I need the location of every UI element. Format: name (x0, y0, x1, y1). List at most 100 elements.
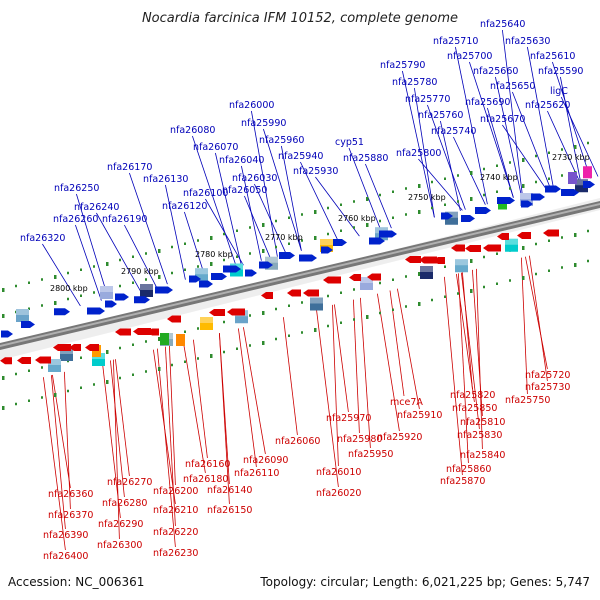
plus-gene-arrow (521, 200, 533, 208)
track-dot (444, 265, 446, 268)
minus-gene-arrow (419, 256, 437, 264)
track-dot (418, 184, 421, 188)
plus-strand-gene-label: nfa25940 (278, 151, 323, 162)
kbp-tick-label: 2780 kbp (195, 250, 233, 259)
track-dot (210, 354, 213, 358)
track-dot (392, 278, 394, 281)
minus-leader-line (169, 345, 176, 486)
plus-leader-line (502, 124, 547, 190)
plus-leader-line (469, 61, 514, 198)
plus-leader-line (254, 183, 287, 255)
plus-strand-gene-label: nfa26250 (54, 183, 99, 194)
minus-leader-line (444, 276, 463, 476)
track-dot (405, 305, 407, 308)
plus-strand-gene-label: nfa26190 (102, 214, 147, 225)
plus-strand-gene-label: nfa25610 (530, 51, 575, 62)
track-dot (262, 341, 265, 345)
minus-gene-arrow (517, 232, 531, 239)
kbp-tick-label: 2730 kbp (552, 153, 590, 162)
plus-strand-gene-label: cyp51 (335, 137, 364, 148)
track-dot (184, 360, 186, 363)
genome-band (0, 198, 600, 360)
minus-leader-line (283, 317, 298, 436)
track-dot (327, 206, 329, 210)
track-dot (197, 239, 199, 242)
feature-block-accent (568, 172, 577, 184)
minus-strand-gene-label: nfa25860 (446, 464, 491, 475)
feature-block-highlight (265, 256, 278, 263)
plus-gene-arrow (369, 237, 385, 245)
track-dot (249, 314, 251, 317)
track-dot (483, 285, 485, 289)
minus-strand-gene-label: nfa26230 (153, 548, 198, 559)
minus-strand-gene-label: nfa26270 (107, 477, 152, 488)
plus-strand-gene-label: nfa26030 (232, 173, 277, 184)
plus-strand-gene-label: nfa26070 (193, 142, 238, 153)
plus-leader-line (402, 70, 435, 218)
minus-leader-line (43, 377, 66, 551)
track-dot (15, 372, 17, 376)
plus-gene-arrow (561, 189, 579, 196)
track-dot (119, 284, 121, 288)
plus-strand-gene-label: nfa26040 (219, 155, 264, 166)
track-dot (262, 311, 265, 315)
track-dot (184, 242, 186, 245)
track-dot (184, 330, 186, 333)
minus-leader-line (51, 375, 66, 530)
track-dot (379, 219, 381, 223)
track-dot (522, 246, 525, 250)
feature-block-highlight (420, 266, 433, 272)
feature-block-highlight (575, 179, 588, 186)
minus-strand-gene-label: nfa25720 (525, 370, 570, 381)
track-dot (249, 226, 251, 229)
track-dot (366, 223, 369, 227)
track-dot (41, 304, 43, 307)
plus-strand-gene-label: nfa26170 (107, 162, 152, 173)
plus-gene-arrow (259, 261, 273, 269)
plus-strand-gene-label: nfa25630 (505, 36, 550, 47)
plus-strand-gene-label: nfa25660 (473, 66, 518, 77)
track-dot (535, 154, 537, 158)
plus-leader-line (552, 61, 591, 179)
kbp-tick-labels: 2730 kbp 2740 kbp 2750 kbp 2760 kbp 2770 kbp… (50, 153, 590, 293)
track-dot (223, 232, 225, 236)
plus-strand-gene-label: nfa25990 (241, 118, 286, 129)
plus-strand-gene-label: nfa26100 (183, 188, 228, 199)
track-dot (223, 320, 225, 324)
plus-gene-arrow (321, 246, 333, 254)
track-dot (171, 245, 173, 249)
track-dot (132, 255, 134, 258)
plus-leader-line (184, 211, 205, 276)
track-dot (574, 263, 577, 267)
track-dot (470, 289, 473, 293)
minus-strand-gene-label: nfa25830 (457, 430, 502, 441)
track-dot (496, 252, 498, 255)
plus-leader-line (453, 136, 486, 205)
track-dot (223, 258, 225, 262)
track-dot (158, 367, 161, 371)
plus-leader-line (251, 110, 278, 257)
plus-strand-gene-label: nfa25960 (259, 135, 304, 146)
feature-block-accent (176, 334, 185, 346)
feature-block (420, 266, 433, 279)
plus-leader-line (547, 110, 580, 182)
plus-leader-line (76, 193, 109, 300)
track-dot (340, 203, 342, 206)
plus-strand-gene-label: nfa25790 (380, 60, 425, 71)
track-dot (353, 318, 355, 321)
track-dot (392, 308, 394, 311)
track-dot (470, 197, 473, 201)
track-dot (314, 236, 317, 240)
minus-strand-gene-label: nfa26180 (183, 474, 228, 485)
minus-gene-arrow (497, 233, 509, 240)
track-dot (561, 236, 563, 239)
plus-leader-line (455, 46, 488, 205)
plus-gene-arrow (223, 265, 241, 273)
track-dot (275, 337, 277, 341)
track-dot (340, 321, 342, 324)
track-dot (561, 148, 563, 151)
minus-gene-arrow (115, 328, 131, 336)
plus-strand-gene-label: nfa26240 (74, 202, 119, 213)
track-dot (93, 265, 95, 268)
minus-leader-line (332, 304, 339, 467)
